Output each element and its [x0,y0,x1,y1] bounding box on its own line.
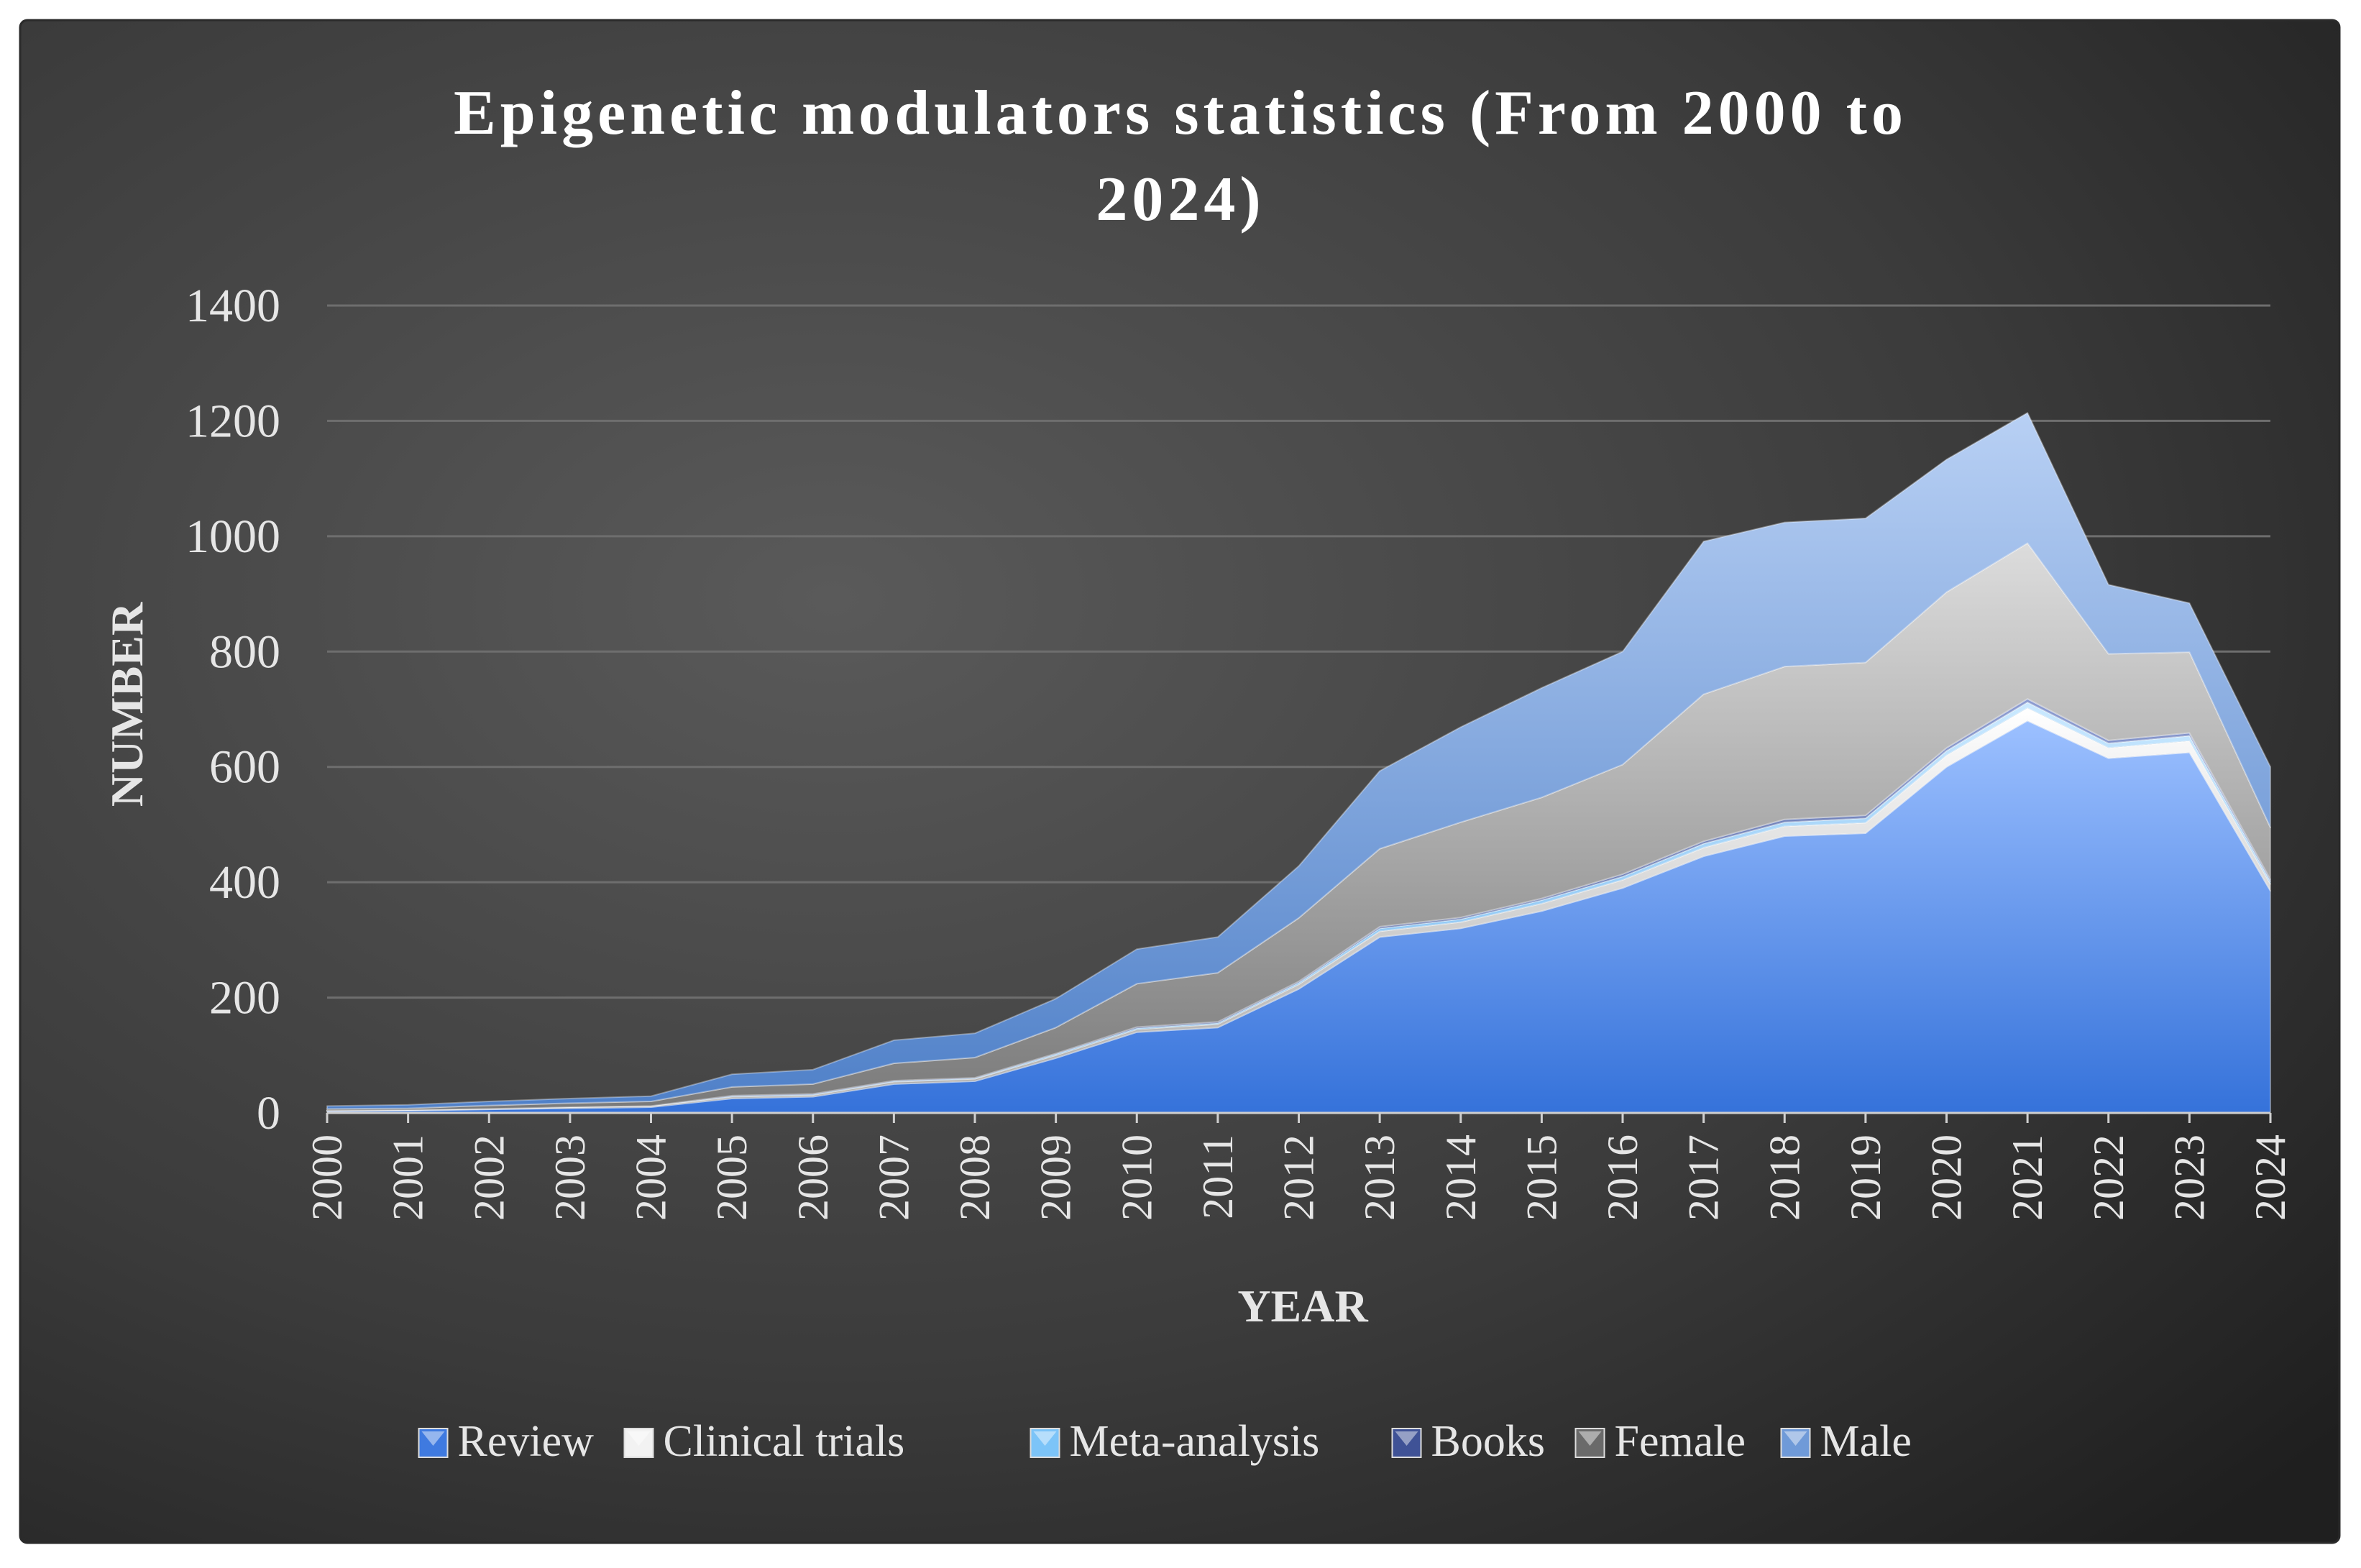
x-tick-label: 2008 [951,1134,999,1221]
area-male [326,412,2271,1110]
x-tick-label: 2011 [1194,1134,1242,1219]
legend-label-female: Female [1615,1417,1746,1466]
y-tick-labels: 0 200 400 600 800 1000 1200 1400 [185,280,280,1140]
legend-item-female: Female [1574,1417,1746,1466]
legend-item-books: Books [1391,1417,1545,1466]
x-tick-label: 2014 [1437,1134,1485,1221]
legend-swatch-highlight [1395,1431,1418,1446]
legend-swatch-female [1574,1428,1605,1458]
y-tick-label: 1000 [185,510,280,563]
legend-label-clinical-trials: Clinical trials [664,1417,905,1466]
x-tick-label: 2009 [1032,1134,1080,1221]
x-tick-label: 2016 [1599,1134,1646,1221]
x-tick-label: 2007 [870,1134,917,1221]
y-tick-label: 400 [209,856,280,909]
axes [326,1111,2272,1123]
x-tick-label: 2018 [1761,1134,1808,1221]
legend-swatch-review [418,1428,449,1458]
legend-item-clinical-trials: Clinical trials [623,1417,905,1466]
x-tick-labels: 2000 2001 2002 2003 2004 2005 2006 2007 2008 2009… [303,1134,2294,1221]
y-tick-label: 200 [209,972,280,1024]
x-tick-label: 2024 [2247,1134,2294,1221]
x-tick-label: 2012 [1275,1134,1323,1221]
x-tick-label: 2015 [1518,1134,1565,1221]
x-tick-label: 2022 [2085,1134,2132,1221]
legend-swatch-male [1780,1428,1811,1458]
legend-swatch-clinical-trials [623,1428,654,1458]
chart-title-line-1: Epigenetic modulators statistics (From 2… [454,78,1907,148]
chart-title-line-2: 2024) [1096,165,1265,234]
legend-swatch-books [1391,1428,1422,1458]
x-tick-label: 2020 [1923,1134,1971,1221]
x-tick-label: 2021 [2004,1134,2051,1221]
x-axis-title: YEAR [1237,1280,1368,1331]
x-tick-label: 2003 [546,1134,594,1221]
y-tick-label: 600 [209,741,280,794]
legend-swatch-highlight [1578,1431,1602,1446]
x-tick-label: 2023 [2165,1134,2213,1221]
y-tick-label: 0 [257,1087,280,1140]
legend-swatch-highlight [1033,1431,1057,1446]
legend-swatch-highlight [1784,1431,1807,1446]
area-books [326,698,2271,1111]
legend-label-review: Review [458,1417,595,1466]
legend-swatch-meta-analysis [1030,1428,1060,1458]
legend-label-male: Male [1820,1417,1912,1466]
legend-label-books: Books [1431,1417,1545,1466]
x-tick-label: 2013 [1356,1134,1403,1221]
x-tick-label: 2001 [385,1134,432,1221]
x-tick-label: 2004 [628,1134,675,1221]
legend: Review Clinical trials Meta-analysis Books F… [418,1417,1912,1466]
y-tick-label: 800 [209,625,280,678]
x-tick-label: 2000 [303,1134,351,1221]
legend-item-male: Male [1780,1417,1912,1466]
legend-item-meta-analysis: Meta-analysis [1030,1417,1320,1466]
y-tick-label: 1400 [185,280,280,332]
x-tick-label: 2010 [1113,1134,1160,1221]
legend-label-meta-analysis: Meta-analysis [1070,1417,1320,1466]
chart-background [19,19,2341,1544]
x-tick-label: 2005 [708,1134,756,1221]
y-axis-title: NUMBER [101,602,152,807]
y-tick-label: 1200 [185,395,280,447]
x-tick-label: 2019 [1842,1134,1889,1221]
legend-item-review: Review [418,1417,595,1466]
x-tick-label: 2017 [1680,1134,1728,1221]
legend-swatch-highlight [421,1431,445,1446]
x-tick-label: 2002 [465,1134,513,1221]
legend-swatch-highlight [627,1431,651,1446]
x-tick-label: 2006 [789,1134,837,1221]
